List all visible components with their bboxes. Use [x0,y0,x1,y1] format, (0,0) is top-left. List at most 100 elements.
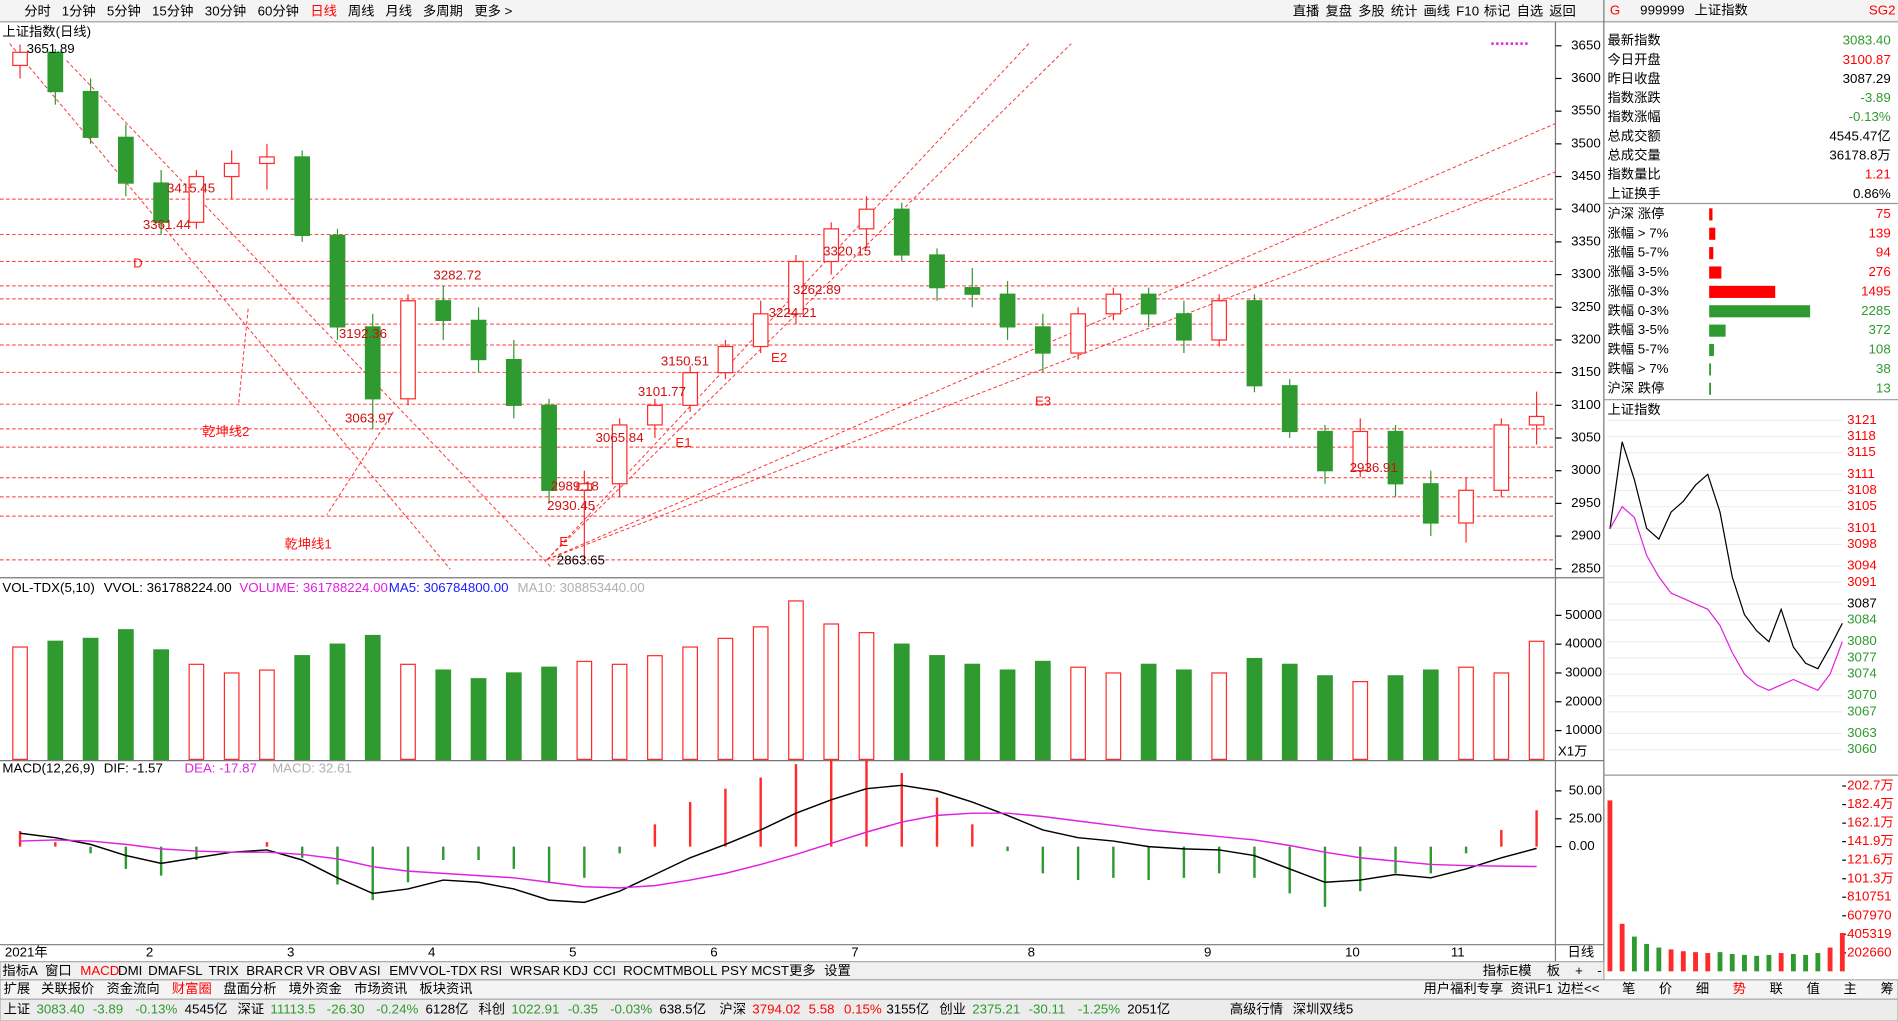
toolbar-tab[interactable]: 1分钟 [62,3,96,19]
indicator-tab[interactable]: 更多 [789,962,816,978]
toolbar-button[interactable]: 多股 [1358,3,1385,19]
indicator-tab[interactable]: ROC [623,963,653,978]
toolbar-tab[interactable]: 日线 [310,4,337,19]
indicator-tab[interactable]: VR [306,963,324,978]
indicator-button[interactable]: 指标E模 [1483,963,1532,978]
toolbar-button[interactable]: F10 [1456,4,1479,19]
indicator-tab[interactable]: EMV [389,963,418,978]
candle-body [1070,313,1086,354]
quote-value: -3.89 [1860,90,1890,105]
bottom-tab[interactable]: 盘面分析 [223,980,276,996]
bottom-tab[interactable]: 财富圈 [172,980,212,996]
status-item: 创业 [939,1002,966,1017]
bottom-tab[interactable]: 资金流向 [107,981,160,996]
bottom-tab[interactable]: 板块资讯 [419,981,472,996]
toolbar-button[interactable]: 统计 [1391,4,1418,19]
indicator-button[interactable]: - [1597,963,1601,978]
price-annotation: 2863.65 [557,552,605,567]
volume-bar [647,655,663,760]
indicator-tab[interactable]: MCST [751,963,789,978]
toolbar-button[interactable]: 标记 [1484,4,1511,19]
toolbar-tab[interactable]: 60分钟 [258,3,299,19]
indicator-tab[interactable]: TRIX [208,963,238,978]
toolbar-button[interactable]: 直播 [1293,4,1320,19]
y-tick-label: 3550 [1571,103,1601,118]
y-tick-label: 3350 [1571,233,1601,248]
volume-bar [223,672,240,760]
indicator-button[interactable]: + [1575,963,1583,978]
bottom-button[interactable]: 用户福利专享 [1424,980,1504,996]
toolbar-tab[interactable]: 5分钟 [107,3,141,19]
volume-bar [788,600,804,760]
toolbar-button[interactable]: 自选 [1517,4,1544,19]
indicator-button[interactable]: 板 [1547,963,1560,978]
indicator-tab[interactable]: KDJ [563,963,588,978]
indicator-tab[interactable]: 窗口 [45,962,72,978]
indicator-tab[interactable]: 指标A [2,963,38,978]
bottom-tab[interactable]: 境外资金 [289,981,342,996]
status-button[interactable]: 高级行情 [1230,1001,1283,1017]
side-tab[interactable]: 细 [1696,981,1709,996]
side-tab[interactable]: 联 [1770,981,1783,996]
toolbar-button[interactable]: 画线 [1424,4,1451,19]
indicator-tab[interactable]: DMA [148,963,178,978]
side-tab[interactable]: 笔 [1622,981,1635,996]
side-tab[interactable]: 主 [1844,981,1857,996]
indicator-tab[interactable]: CCI [593,963,616,978]
status-item: -0.13% [135,1002,177,1017]
indicator-tab[interactable]: BRAR [246,963,283,978]
indicator-tab[interactable]: BOLL [683,963,717,978]
status-item: -26.30 [327,1002,365,1017]
breadth-bar [1709,227,1716,240]
candle-body [505,358,522,406]
intraday-volume [1656,947,1662,972]
intraday-volume [1729,953,1735,972]
quote-value: 3083.40 [1843,33,1891,48]
toolbar-tab[interactable]: 多周期 [423,3,463,19]
candle-body [259,156,275,165]
toolbar-tab[interactable]: 分时 [24,4,51,19]
indicator-tab[interactable]: SAR [533,963,560,978]
side-tab[interactable]: 筹 [1880,980,1893,996]
indicator-tab[interactable]: CR [284,963,303,978]
indicator-tab[interactable]: 设置 [824,963,851,978]
indicator-tab[interactable]: PSY [721,963,748,978]
indicator-tab[interactable]: RSI [480,963,502,978]
toolbar-tab[interactable]: 周线 [348,4,375,19]
bottom-tab[interactable]: 关联报价 [41,981,94,996]
side-tab[interactable]: 值 [1807,981,1820,996]
toolbar-tab[interactable]: 更多 > [474,3,512,19]
intraday-line [1609,441,1843,670]
bottom-button[interactable]: 资讯F1 [1511,981,1553,996]
quote-value: 0.86% [1853,186,1891,201]
bottom-tab[interactable]: 市场资讯 [354,980,407,996]
y-tick-label: 3100 [1571,397,1601,412]
candle-body [1034,326,1051,354]
toolbar-button[interactable]: 复盘 [1325,3,1352,19]
indicator-tab[interactable]: FSL [178,963,202,978]
toolbar-tab[interactable]: 15分钟 [152,3,193,19]
breadth-bar [1709,382,1711,395]
status-item: 沪深 [719,1002,746,1017]
side-tab[interactable]: 势 [1733,981,1746,996]
y-tick-label: 3118 [1847,428,1876,443]
indicator-tab[interactable]: VOL-TDX [419,963,477,978]
indicator-tab[interactable]: OBV [329,963,357,978]
indicator-tab[interactable]: MACD [80,963,119,978]
toolbar-tab[interactable]: 30分钟 [205,3,246,19]
breadth-bar [1709,363,1711,376]
toolbar-bg [0,0,1898,22]
indicator-tab[interactable]: MTM [653,963,683,978]
indicator-tab[interactable]: ASI [359,963,380,978]
indicator-tab[interactable]: WR [510,963,532,978]
drawing-label: 乾坤线2 [202,424,249,439]
y-tick-label: 405319 [1847,926,1891,941]
side-tab[interactable]: 价 [1659,981,1672,996]
status-button[interactable]: 深圳双线5 [1293,1002,1354,1017]
toolbar-button[interactable]: 返回 [1549,4,1576,19]
indicator-tab[interactable]: DMI [118,963,142,978]
toolbar-tab[interactable]: 月线 [385,4,412,19]
bottom-tab[interactable]: 扩展 [4,981,31,996]
y-tick-label: 607970 [1847,907,1891,922]
bottom-button[interactable]: 边栏<< [1557,981,1599,996]
